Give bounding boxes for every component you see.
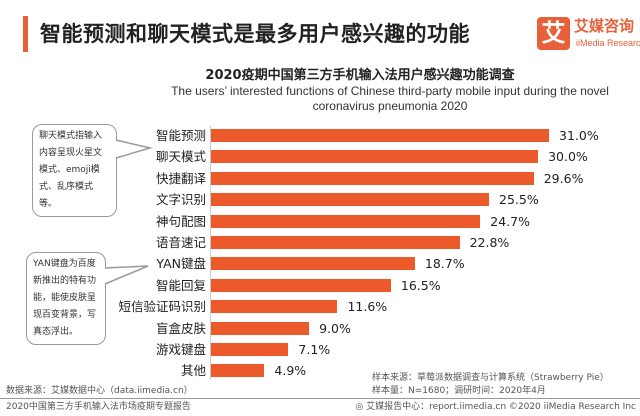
footer-divider: [0, 398, 640, 399]
category-label: 智能预测: [155, 128, 206, 143]
report-center-text: 艾媒报告中心：report.iimedia.cn ©2020 iiMedia R…: [366, 402, 636, 412]
sample-source: 样本来源：草莓派数据调查与计算系统（Strawberry Pie）: [372, 373, 609, 383]
logo-text: 艾媒咨询: [574, 17, 635, 35]
chart-title: 2020疫期中国第三方手机输入法用户感兴趣功能调查: [205, 68, 515, 83]
data-label: 7.1%: [298, 342, 331, 357]
note-chat-mode: 聊天模式指输入内容呈现火星文模式、emoji模式、乱序模式等。: [32, 124, 117, 217]
data-label: 22.8%: [469, 235, 510, 250]
page-title: 智能预测和聊天模式是最多用户感兴趣的功能: [40, 22, 470, 46]
bar: [211, 364, 265, 378]
bar: [211, 236, 460, 249]
data-source: 数据来源：艾媒数据中心（data.iimedia.cn）: [6, 386, 193, 396]
note-pointer-2: [104, 265, 149, 285]
data-label: 18.7%: [424, 256, 465, 272]
bar: [211, 214, 481, 228]
category-axis: [210, 126, 211, 380]
bar: [211, 129, 549, 142]
category-label: 快捷翻译: [155, 170, 206, 186]
data-label: 25.5%: [499, 192, 539, 208]
category-label: 聊天模式: [155, 149, 206, 165]
sample-size: 样本量：N=1680；调研时间：2020年4月: [372, 386, 546, 396]
bar: [211, 150, 539, 164]
bar: [211, 171, 534, 185]
category-label: 短信验证码识别: [118, 299, 206, 315]
data-label: 29.6%: [543, 170, 584, 186]
data-label: 11.6%: [347, 299, 388, 315]
bar: [211, 278, 391, 292]
category-label: 语音速记: [155, 235, 206, 250]
data-label: 16.5%: [400, 277, 441, 293]
category-label: 智能回复: [155, 277, 206, 293]
category-label: YAN键盘: [156, 256, 206, 272]
logo-icon: 艾: [537, 17, 570, 50]
logo-subtext: iiMedia Research: [576, 38, 640, 48]
category-label: 其他: [180, 363, 206, 379]
category-label: 盲盒皮肤: [155, 320, 206, 336]
data-label: 24.7%: [490, 213, 531, 229]
data-label: 30.0%: [548, 149, 588, 165]
data-label: 9.0%: [319, 320, 351, 336]
bar: [211, 300, 338, 314]
title-accent-bar: [23, 16, 28, 52]
chart-subtitle: The users’ interested functions of Chine…: [171, 84, 609, 113]
category-label: 文字识别: [155, 192, 206, 208]
note-pointer-1: [115, 139, 153, 159]
note-yan-keyboard: YAN键盘为百度新推出的特有功能，能使皮肤呈现百变背景，写真态浮出。: [26, 252, 106, 345]
data-label: 4.9%: [274, 363, 307, 379]
bar: [211, 343, 289, 356]
data-label: 31.0%: [559, 128, 599, 143]
bar: [211, 257, 415, 271]
report-center: ◎ 艾媒报告中心：report.iimedia.cn ©2020 iiMedia…: [355, 402, 636, 413]
category-label: 神句配图: [155, 213, 206, 229]
globe-icon: ◎: [355, 402, 364, 412]
category-label: 游戏键盘: [155, 342, 206, 357]
report-name: 2020中国第三方手机输入法市场疫期专题报告: [6, 402, 191, 412]
bar: [211, 193, 490, 207]
bar: [211, 321, 310, 335]
